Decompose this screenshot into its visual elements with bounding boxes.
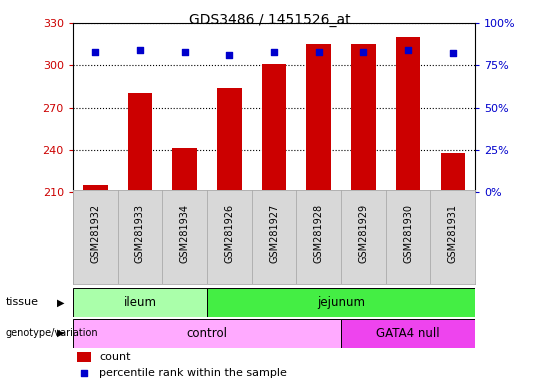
Point	[91, 49, 99, 55]
Text: GSM281926: GSM281926	[224, 204, 234, 263]
Bar	[262, 64, 286, 192]
Point	[314, 49, 323, 55]
Bar	[172, 148, 197, 192]
Text: tissue: tissue	[5, 297, 38, 308]
Bar	[127, 93, 152, 192]
Bar	[83, 185, 107, 192]
Text: genotype/variation: genotype/variation	[5, 328, 98, 338]
Bar	[217, 88, 241, 192]
Point	[136, 47, 144, 53]
Text: GSM281931: GSM281931	[448, 204, 458, 263]
Text: GSM281928: GSM281928	[314, 204, 324, 263]
Bar	[351, 44, 376, 192]
Point	[80, 370, 89, 376]
Bar	[73, 288, 207, 317]
Text: GSM281930: GSM281930	[403, 204, 413, 263]
Text: GDS3486 / 1451526_at: GDS3486 / 1451526_at	[189, 13, 351, 27]
Text: percentile rank within the sample: percentile rank within the sample	[99, 368, 287, 378]
Text: GSM281932: GSM281932	[90, 204, 100, 263]
Point	[359, 49, 368, 55]
Bar	[307, 44, 331, 192]
Bar	[207, 288, 475, 317]
Bar	[396, 37, 421, 192]
Text: GSM281934: GSM281934	[180, 204, 190, 263]
Bar	[73, 319, 341, 348]
Text: control: control	[186, 327, 227, 339]
Point	[269, 49, 279, 55]
Point	[225, 52, 234, 58]
Bar	[341, 319, 475, 348]
Text: GSM281933: GSM281933	[135, 204, 145, 263]
Text: GSM281929: GSM281929	[359, 204, 368, 263]
Text: ▶: ▶	[57, 328, 64, 338]
Text: count: count	[99, 352, 131, 362]
Text: ileum: ileum	[124, 296, 157, 309]
Point	[180, 49, 189, 55]
Text: jejunum: jejunum	[317, 296, 365, 309]
Bar	[441, 152, 465, 192]
Point	[449, 50, 457, 56]
Text: ▶: ▶	[57, 297, 64, 308]
Text: GSM281927: GSM281927	[269, 204, 279, 263]
Bar	[77, 352, 91, 362]
Text: GATA4 null: GATA4 null	[376, 327, 440, 339]
Point	[404, 47, 413, 53]
